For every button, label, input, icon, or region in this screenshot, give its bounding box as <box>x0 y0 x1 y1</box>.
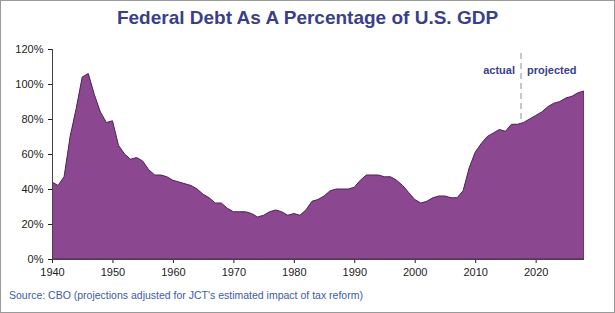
svg-text:1990: 1990 <box>343 266 367 278</box>
svg-text:60%: 60% <box>21 148 43 160</box>
svg-text:1940: 1940 <box>40 266 64 278</box>
svg-text:projected: projected <box>527 64 577 76</box>
svg-text:20%: 20% <box>21 218 43 230</box>
html-text:Source: CBO (projections adjus: Source: CBO (projections adjusted for JC… <box>9 289 363 301</box>
svg-text:40%: 40% <box>21 183 43 195</box>
svg-text:2000: 2000 <box>403 266 427 278</box>
svg-text:actual: actual <box>483 64 515 76</box>
svg-text:1980: 1980 <box>282 266 306 278</box>
svg-text:1970: 1970 <box>222 266 246 278</box>
svg-text:2020: 2020 <box>524 266 548 278</box>
svg-text:1950: 1950 <box>101 266 125 278</box>
svg-text:2010: 2010 <box>463 266 487 278</box>
svg-text:120%: 120% <box>15 43 43 55</box>
svg-text:100%: 100% <box>15 78 43 90</box>
svg-text:1960: 1960 <box>161 266 185 278</box>
svg-text:80%: 80% <box>21 113 43 125</box>
svg-text:0%: 0% <box>28 253 44 265</box>
html-text:Federal Debt As A Percentage o: Federal Debt As A Percentage of U.S. GDP <box>116 7 499 28</box>
